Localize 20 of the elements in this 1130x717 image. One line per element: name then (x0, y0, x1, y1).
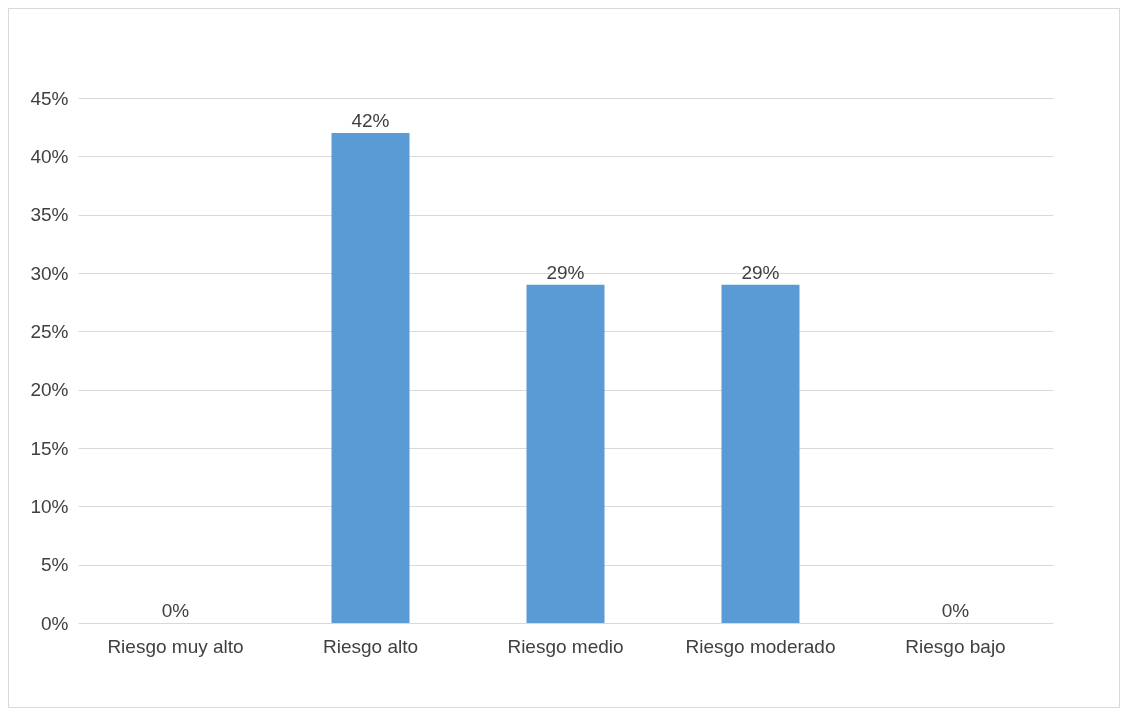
x-tick-label: Riesgo muy alto (107, 635, 244, 657)
x-tick-label: Riesgo alto (322, 635, 419, 657)
y-tick-label: 30% (30, 262, 69, 284)
data-label: 29% (546, 261, 585, 283)
data-label: 42% (351, 110, 390, 131)
y-tick-label: 10% (30, 495, 69, 517)
y-tick-label: 40% (30, 145, 69, 167)
y-tick-label: 45% (30, 87, 69, 109)
data-label: 0% (161, 600, 190, 621)
y-tick-label: 5% (41, 554, 69, 576)
y-tick-label: 20% (30, 379, 69, 401)
y-tick-label: 15% (30, 437, 69, 459)
x-tick-label: Riesgo bajo (905, 635, 1006, 657)
data-label: 29% (741, 261, 780, 283)
y-tick-label: 0% (41, 612, 69, 634)
y-tick-label: 25% (30, 320, 69, 342)
data-label: 0% (941, 600, 970, 621)
x-tick-label: Riesgo medio (507, 635, 624, 657)
x-tick-label: Riesgo moderado (685, 635, 836, 657)
y-tick-label: 35% (30, 204, 69, 226)
